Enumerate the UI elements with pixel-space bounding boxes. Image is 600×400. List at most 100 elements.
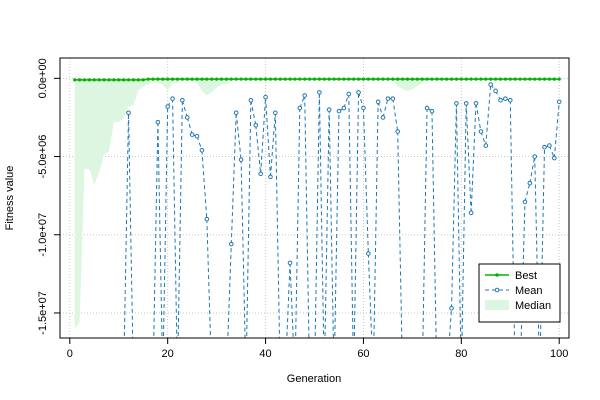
legend-label: Mean: [515, 285, 543, 297]
mean-segment: [334, 111, 340, 338]
best-point: [352, 77, 356, 81]
mean-point: [356, 90, 361, 95]
best-point: [376, 77, 380, 81]
mean-point: [556, 99, 562, 105]
best-point: [77, 78, 82, 82]
best-point: [244, 77, 248, 81]
best-point: [92, 78, 96, 82]
best-point: [528, 77, 532, 81]
best-point: [503, 77, 507, 81]
mean-segment: [162, 106, 169, 338]
mean-point: [273, 110, 278, 116]
best-point: [205, 77, 209, 81]
y-tick-label: -1.5e+07: [37, 291, 49, 335]
mean-segment: [373, 101, 379, 338]
mean-point: [170, 96, 175, 101]
best-point: [366, 77, 370, 81]
best-point: [396, 77, 400, 81]
best-point: [435, 77, 439, 81]
best-point: [107, 78, 111, 82]
best-point: [151, 77, 155, 81]
mean-segment: [382, 98, 389, 118]
median-band: [74, 79, 560, 329]
best-point: [263, 77, 268, 81]
mean-point: [258, 171, 263, 177]
legend-box: [478, 263, 561, 323]
mean-segment: [186, 117, 193, 135]
mean-segment: [172, 98, 178, 338]
mean-segment: [250, 100, 257, 126]
best-point: [552, 77, 556, 81]
best-point: [386, 77, 390, 81]
mean-segment: [269, 112, 276, 177]
mean-point: [483, 143, 489, 148]
mean-segment: [324, 109, 330, 338]
mean-segment: [448, 308, 453, 338]
legend-median-swatch: [485, 300, 509, 310]
best-point: [547, 77, 552, 81]
mean-point: [341, 105, 347, 111]
best-point: [400, 77, 405, 81]
mean-point: [248, 97, 254, 103]
best-point: [224, 77, 229, 81]
x-tick-label: 20: [162, 348, 174, 360]
mean-point: [478, 129, 484, 134]
mean-point: [228, 241, 234, 247]
best-point: [136, 78, 140, 82]
best-point: [474, 77, 478, 81]
mean-point: [180, 97, 185, 103]
mean-point: [390, 96, 396, 101]
best-point: [239, 77, 243, 81]
x-axis: 0 20 40 60 80 100: [67, 338, 568, 360]
mean-point: [552, 155, 557, 161]
best-point: [161, 77, 165, 81]
best-point: [312, 77, 317, 81]
best-point: [308, 77, 312, 81]
mean-point: [238, 157, 244, 162]
best-point: [215, 77, 219, 81]
best-point: [288, 77, 292, 81]
mean-segment: [529, 156, 536, 184]
best-point: [518, 77, 522, 81]
best-point: [542, 77, 547, 81]
best-point: [122, 78, 126, 82]
best-point: [210, 77, 214, 81]
mean-segment: [235, 112, 242, 160]
mean-segment: [348, 93, 354, 338]
best-point: [533, 77, 537, 81]
mean-point: [366, 251, 371, 256]
best-point: [283, 77, 287, 81]
mean-point: [287, 260, 293, 266]
best-point: [484, 77, 488, 81]
best-point: [102, 78, 106, 82]
best-point: [420, 77, 424, 81]
best-point: [317, 77, 321, 81]
mean-segment: [304, 95, 310, 338]
mean-segment: [397, 131, 403, 338]
best-point: [449, 77, 454, 81]
mean-segment: [289, 262, 294, 338]
best-point: [523, 77, 527, 81]
mean-segment: [524, 183, 531, 203]
legend-mean-marker: [494, 287, 500, 293]
best-point: [425, 77, 429, 81]
mean-segment: [255, 125, 262, 174]
mean-segment: [246, 100, 252, 338]
mean-point: [493, 88, 498, 94]
best-point: [180, 77, 184, 81]
mean-point: [463, 101, 469, 106]
mean-segment: [177, 100, 183, 338]
mean-point: [155, 119, 161, 125]
best-point: [170, 77, 175, 81]
plot-frame: [59, 57, 570, 339]
best-point: [415, 77, 419, 81]
best-point: [268, 77, 273, 81]
x-tick-label: 100: [550, 348, 568, 360]
mean-segment: [422, 108, 428, 338]
mean-point: [522, 199, 528, 205]
best-point: [126, 78, 131, 82]
y-axis-title: Fitness value: [4, 166, 16, 231]
best-point: [146, 77, 150, 81]
x-tick-label: 40: [259, 348, 271, 360]
